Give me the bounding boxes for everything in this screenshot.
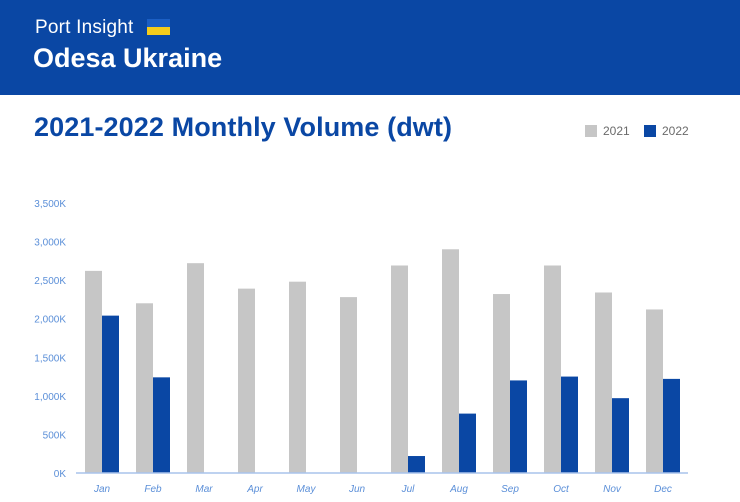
y-tick-label: 500K [43,430,67,441]
bar-2021-jan [85,270,102,473]
legend-swatch-2022 [644,125,656,137]
x-tick-label: Nov [603,484,622,495]
x-tick-label: May [297,484,317,495]
bar-2021-jun [340,297,357,473]
x-tick-label: Jan [93,484,111,495]
flag-bottom-stripe [147,27,170,35]
bar-2022-feb [153,377,170,473]
bar-2022-jan [102,315,119,473]
bar-2021-dec [646,309,663,473]
bar-2022-jul [408,456,425,473]
bar-2021-feb [136,303,153,473]
legend-item-2022: 2022 [644,124,689,138]
x-tick-label: Jun [348,484,366,495]
y-tick-label: 0K [54,469,67,480]
x-tick-label: Jul [401,484,416,495]
legend-swatch-2021 [585,125,597,137]
y-tick-label: 2,500K [34,276,66,287]
legend-label-2022: 2022 [662,124,689,138]
bar-2021-jul [391,265,408,473]
location-title: Odesa Ukraine [33,43,223,73]
x-tick-label: Oct [553,484,570,495]
bar-2021-aug [442,249,459,473]
y-tick-label: 3,500K [34,199,66,210]
bar-2022-nov [612,398,629,473]
legend-item-2021: 2021 [585,124,630,138]
header-banner: Port Insight Odesa Ukraine [0,0,740,95]
legend-label-2021: 2021 [603,124,630,138]
bar-2021-oct [544,265,561,473]
bar-2021-apr [238,288,255,473]
y-tick-label: 2,000K [34,315,66,326]
x-tick-label: Feb [144,484,162,495]
bar-2022-sep [510,380,527,473]
flag-top-stripe [147,19,170,27]
y-tick-label: 3,000K [34,238,66,249]
x-tick-label: Dec [654,484,672,495]
bar-2021-sep [493,294,510,473]
ukraine-flag-icon [147,19,170,35]
brand-name: Port Insight [35,17,134,38]
bar-2022-oct [561,376,578,473]
y-tick-label: 1,500K [34,353,66,364]
x-tick-label: Apr [246,484,263,495]
x-tick-label: Mar [195,484,213,495]
x-tick-label: Aug [449,484,468,495]
y-tick-label: 1,000K [34,392,66,403]
bar-2021-nov [595,292,612,473]
bar-2022-aug [459,413,476,473]
x-tick-label: Sep [501,484,519,495]
chart-title: 2021-2022 Monthly Volume (dwt) [34,112,453,142]
bar-2021-may [289,281,306,473]
bar-2022-dec [663,378,680,473]
bar-2021-mar [187,263,204,473]
